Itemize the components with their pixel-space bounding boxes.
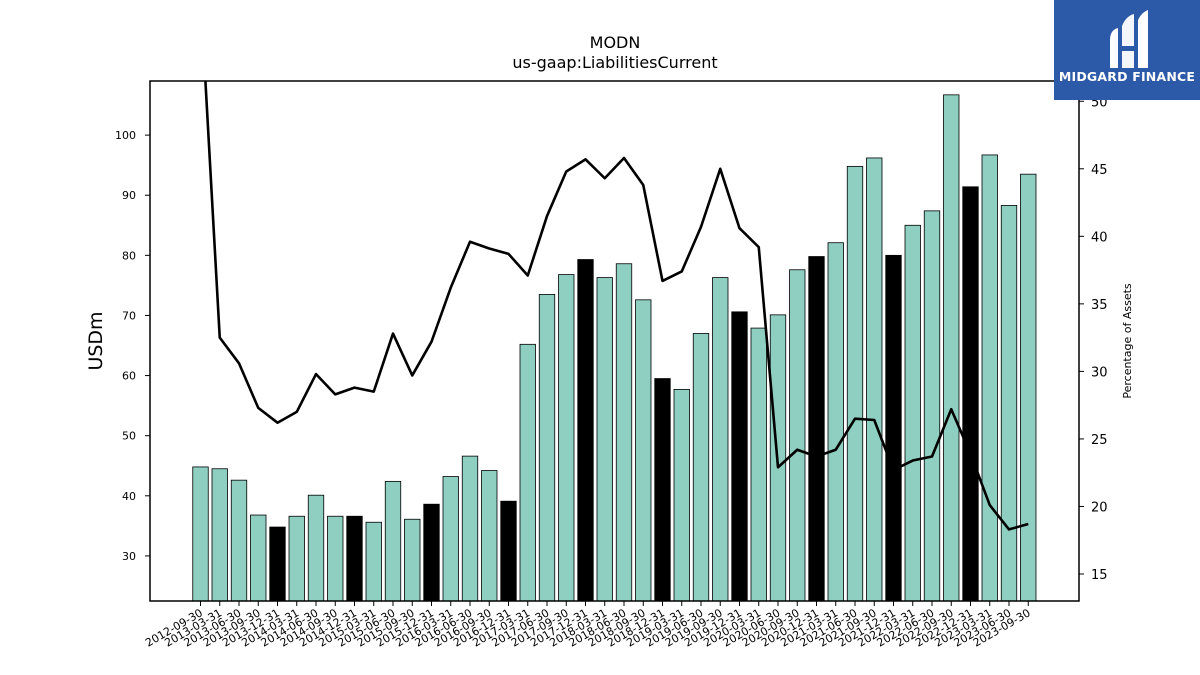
y-tick-label: 70	[122, 309, 136, 322]
bar	[250, 514, 267, 601]
bar	[384, 480, 402, 601]
bar	[519, 343, 536, 601]
bar	[423, 503, 440, 601]
plot-frame	[149, 80, 1080, 602]
line-path	[204, 81, 1029, 531]
y-tick-label: 80	[122, 249, 136, 262]
bar	[692, 333, 710, 601]
bar	[615, 263, 633, 601]
bar	[346, 515, 363, 601]
bar	[230, 479, 248, 601]
bar	[654, 378, 671, 601]
bar	[442, 476, 459, 601]
bar	[981, 154, 998, 601]
midgard-mark-icon	[1110, 10, 1148, 68]
bar	[404, 518, 421, 601]
y-tick-label: 90	[122, 189, 136, 202]
midgard-finance-logo: MIDGARD FINANCE	[1054, 0, 1200, 100]
bar	[481, 470, 498, 601]
bar	[538, 294, 556, 601]
bar	[635, 299, 652, 601]
bar	[789, 269, 806, 601]
bar	[673, 388, 690, 601]
bar	[327, 515, 344, 601]
bar	[269, 526, 286, 601]
y2-tick-label: 25	[1091, 433, 1108, 448]
bar	[1020, 173, 1037, 601]
y2-tick-label: 15	[1091, 568, 1108, 583]
y-tick-label: 60	[122, 370, 136, 383]
y2-tick-label: 20	[1091, 500, 1108, 515]
y-tick-label: 30	[122, 550, 136, 563]
logo-text: MIDGARD FINANCE	[1058, 69, 1196, 84]
bar	[288, 515, 305, 601]
bar	[943, 94, 960, 601]
x-axis: 2012-09-302013-03-312013-06-302013-09-30…	[143, 601, 1033, 650]
bar	[808, 256, 825, 601]
bar	[307, 494, 325, 601]
y-axis-label: USDm	[85, 311, 107, 370]
bar	[866, 157, 883, 601]
y2-tick-label: 30	[1091, 365, 1108, 380]
bar	[750, 327, 767, 601]
y2-tick-label: 40	[1091, 230, 1108, 245]
y2-tick-label: 45	[1091, 163, 1108, 178]
chart-title: MODN	[590, 33, 641, 52]
bar	[558, 274, 575, 601]
bar	[211, 468, 228, 601]
bar	[192, 466, 209, 601]
y2-tick-label: 35	[1091, 298, 1108, 313]
y-tick-label: 40	[122, 490, 136, 503]
line-series	[204, 81, 1029, 531]
bar-series	[192, 94, 1037, 601]
bar	[904, 224, 921, 601]
bar	[846, 165, 864, 601]
bar	[1000, 205, 1018, 601]
chart-subtitle: us-gaap:LiabilitiesCurrent	[512, 53, 717, 72]
bar	[827, 242, 844, 601]
bar	[577, 259, 594, 601]
bar	[365, 521, 382, 601]
y-tick-label: 50	[122, 430, 136, 443]
y-axis-left: 30 40 50 60 70 80 90 100	[115, 129, 150, 563]
bar	[885, 254, 902, 601]
bar	[923, 210, 941, 601]
bar	[731, 311, 748, 601]
bar	[962, 186, 979, 601]
y2-axis-label: Percentage of Assets	[1121, 283, 1134, 399]
bar	[712, 277, 729, 601]
bar	[461, 455, 479, 601]
bar	[596, 277, 613, 601]
bar	[500, 500, 517, 601]
y-tick-label: 100	[115, 129, 136, 142]
